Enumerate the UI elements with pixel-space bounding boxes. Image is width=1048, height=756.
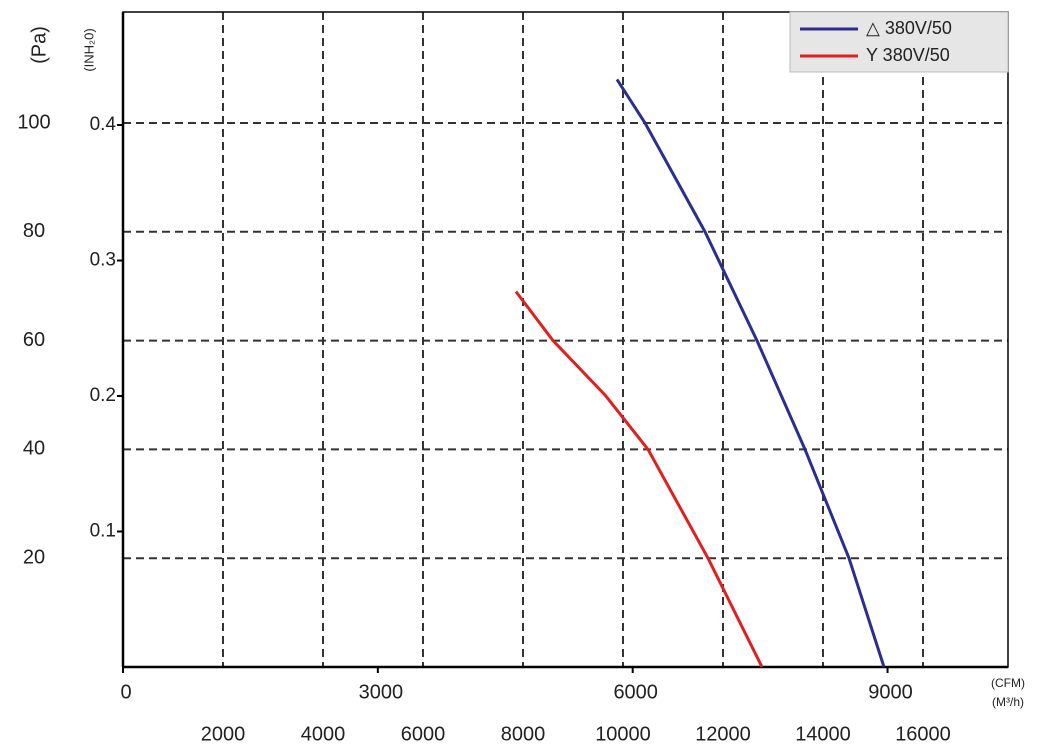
x2-tick-label: 9000 xyxy=(868,681,913,703)
y-tick-label: 20 xyxy=(23,546,45,568)
y2-tick-label: 0.4 xyxy=(90,114,117,135)
line-series xyxy=(514,290,764,668)
x-tick-label: 12000 xyxy=(695,723,751,745)
y2-tick-label: 0.3 xyxy=(90,250,116,271)
legend-box xyxy=(789,11,1009,73)
y-tick-label: 60 xyxy=(23,329,45,351)
legend-label: Y 380V/50 xyxy=(866,45,950,65)
y-tick-label: 80 xyxy=(23,220,45,242)
x-tick-label: 4000 xyxy=(301,723,346,745)
x-tick-label: 6000 xyxy=(401,723,446,745)
line-series xyxy=(615,78,886,668)
x-tick-label: 8000 xyxy=(501,723,546,745)
x-tick-label: 14000 xyxy=(795,723,851,745)
y-axis-title: (Pa) xyxy=(28,26,50,64)
y2-axis-title: (INH₂0) xyxy=(81,28,96,71)
legend-label: △ 380V/50 xyxy=(866,18,952,38)
plot-frame xyxy=(122,11,1009,668)
x-tick-label: 2000 xyxy=(201,723,246,745)
x2-axis-title: (CFM) xyxy=(991,676,1025,690)
y2-tick-label: 0.2 xyxy=(90,385,116,406)
x2-tick-label: 6000 xyxy=(613,681,658,703)
y-tick-label: 100 xyxy=(17,111,50,133)
x2-tick-label: 3000 xyxy=(359,681,404,703)
y2-tick-label: 0.1 xyxy=(90,521,116,542)
x-tick-label: 10000 xyxy=(595,723,651,745)
x-axis-title: (M³/h) xyxy=(992,695,1024,709)
x-tick-label: 16000 xyxy=(895,723,951,745)
y-tick-label: 40 xyxy=(23,438,45,460)
x2-tick-label: 0 xyxy=(120,681,131,703)
